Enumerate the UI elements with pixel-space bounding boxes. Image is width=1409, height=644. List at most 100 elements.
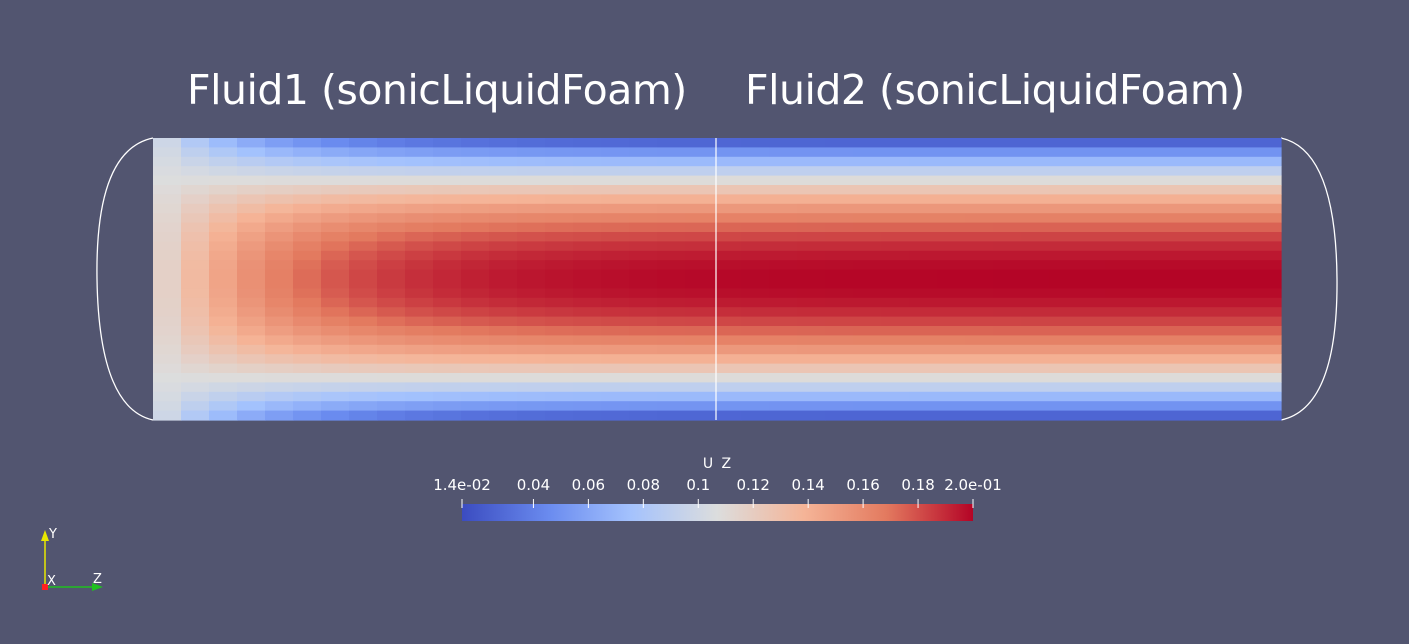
field-cell	[937, 279, 966, 289]
field-cell	[265, 185, 294, 195]
field-cell	[881, 410, 910, 421]
field-cell	[321, 194, 350, 205]
field-cell	[1049, 401, 1078, 412]
field-cell	[1217, 241, 1246, 252]
field-cell	[1217, 175, 1246, 186]
field-cell	[741, 326, 770, 336]
field-cell	[1161, 307, 1190, 318]
field-cell	[349, 279, 378, 289]
field-cell	[1189, 297, 1218, 308]
field-cell	[993, 307, 1022, 318]
field-cell	[769, 232, 798, 242]
field-cell	[321, 147, 350, 158]
field-cell	[293, 382, 322, 393]
field-cell	[321, 354, 350, 365]
field-cell	[1077, 401, 1106, 412]
field-cell	[1245, 326, 1274, 336]
field-cell	[1189, 344, 1218, 355]
field-cell	[1245, 213, 1274, 224]
field-cell	[825, 316, 854, 327]
field-cell	[993, 269, 1022, 280]
field-cell	[685, 335, 714, 346]
field-cell	[1049, 297, 1078, 308]
field-cell	[937, 138, 966, 148]
field-cell	[713, 203, 742, 214]
field-cell	[601, 373, 630, 383]
field-cell	[209, 138, 238, 148]
field-cell	[853, 279, 882, 289]
field-cell	[433, 354, 462, 365]
field-cell	[321, 307, 350, 318]
field-cell	[741, 401, 770, 412]
field-cell	[853, 185, 882, 195]
field-cell	[321, 269, 350, 280]
field-cell	[853, 354, 882, 365]
field-cell	[853, 232, 882, 242]
field-cell	[1189, 373, 1218, 383]
field-cell	[1245, 401, 1274, 412]
field-cell	[741, 250, 770, 261]
field-cell	[825, 213, 854, 224]
field-cell	[181, 232, 210, 242]
field-cell	[433, 344, 462, 355]
field-cell	[1189, 222, 1218, 233]
field-cell	[545, 410, 574, 421]
field-cell	[265, 307, 294, 318]
field-cell	[1021, 354, 1050, 365]
field-cell	[573, 354, 602, 365]
field-cell	[1133, 297, 1162, 308]
field-cell	[993, 232, 1022, 242]
field-cell	[657, 297, 686, 308]
field-cell	[349, 354, 378, 365]
field-cell	[769, 213, 798, 224]
field-cell	[545, 175, 574, 186]
field-cell	[1105, 288, 1134, 299]
field-cell	[965, 260, 994, 271]
field-cell	[825, 335, 854, 346]
field-cell	[601, 147, 630, 158]
field-cell	[657, 363, 686, 374]
field-cell	[741, 260, 770, 271]
field-cell	[461, 260, 490, 271]
field-cell	[209, 156, 238, 167]
field-cell	[713, 307, 742, 318]
field-cell	[153, 297, 182, 308]
field-cell	[909, 250, 938, 261]
field-cell	[237, 335, 266, 346]
field-cell	[1273, 147, 1282, 158]
field-cell	[489, 185, 518, 195]
field-cell	[601, 250, 630, 261]
field-cell	[713, 363, 742, 374]
field-cell	[237, 260, 266, 271]
field-cell	[1105, 391, 1134, 402]
field-cell	[153, 373, 182, 383]
field-cell	[1245, 382, 1274, 393]
field-cell	[1133, 232, 1162, 242]
field-cell	[685, 222, 714, 233]
field-cell	[741, 138, 770, 148]
field-cell	[1049, 316, 1078, 327]
field-cell	[629, 250, 658, 261]
axis-label-x: X	[47, 574, 56, 589]
field-cell	[573, 391, 602, 402]
field-cell	[461, 232, 490, 242]
field-cell	[209, 232, 238, 242]
field-cell	[321, 363, 350, 374]
field-cell	[1217, 326, 1246, 336]
field-cell	[433, 194, 462, 205]
field-cell	[797, 363, 826, 374]
field-cell	[1217, 335, 1246, 346]
field-cell	[489, 354, 518, 365]
field-cell	[601, 213, 630, 224]
field-cell	[1133, 401, 1162, 412]
field-cell	[993, 138, 1022, 148]
field-cell	[545, 250, 574, 261]
field-cell	[265, 344, 294, 355]
field-cell	[825, 279, 854, 289]
field-cell	[433, 156, 462, 167]
field-cell	[741, 194, 770, 205]
field-cell	[769, 326, 798, 336]
field-cell	[265, 241, 294, 252]
